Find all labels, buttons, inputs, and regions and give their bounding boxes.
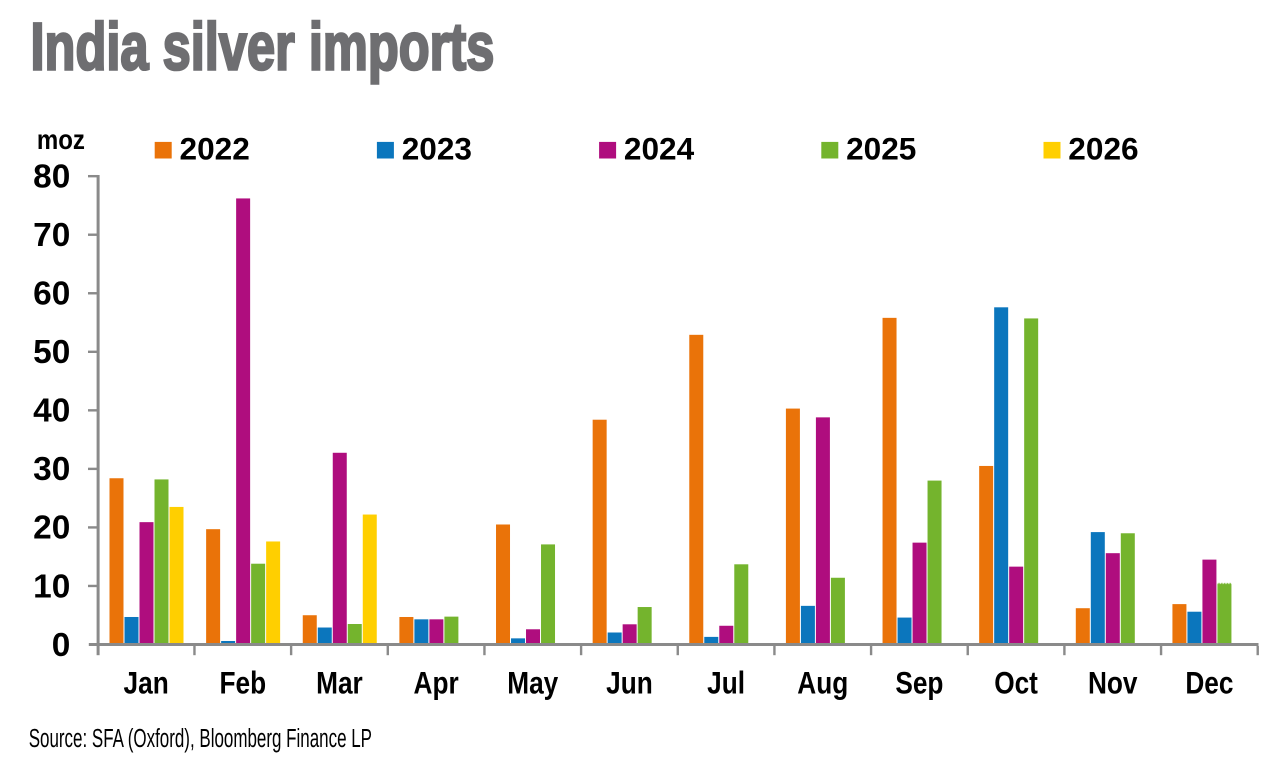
svg-text:60: 60: [33, 276, 70, 313]
svg-text:Jan: Jan: [124, 666, 169, 701]
svg-text:Dec: Dec: [1185, 666, 1233, 701]
svg-text:India silver imports: India silver imports: [30, 9, 494, 85]
svg-text:30: 30: [33, 451, 70, 488]
svg-text:Aug: Aug: [797, 666, 848, 701]
svg-text:2023: 2023: [402, 131, 472, 167]
svg-text:Oct: Oct: [994, 666, 1038, 701]
svg-text:70: 70: [33, 217, 70, 254]
svg-text:Apr: Apr: [414, 666, 459, 701]
svg-text:20: 20: [33, 510, 70, 547]
svg-text:40: 40: [33, 393, 70, 430]
svg-text:Jun: Jun: [606, 666, 653, 701]
svg-text:Jul: Jul: [707, 666, 745, 701]
svg-text:moz: moz: [37, 126, 85, 156]
svg-text:Source: SFA (Oxford), Bloomber: Source: SFA (Oxford), Bloomberg Finance …: [29, 723, 372, 753]
svg-text:2024: 2024: [624, 131, 695, 167]
svg-text:0: 0: [52, 627, 71, 664]
svg-text:50: 50: [33, 334, 70, 371]
svg-text:May: May: [507, 666, 558, 701]
svg-text:Sep: Sep: [895, 666, 943, 701]
svg-text:Nov: Nov: [1088, 666, 1138, 701]
svg-text:Feb: Feb: [219, 666, 266, 701]
svg-text:2022: 2022: [180, 131, 250, 167]
svg-text:80: 80: [33, 158, 70, 195]
svg-text:2026: 2026: [1068, 131, 1138, 167]
svg-text:2025: 2025: [846, 131, 916, 167]
svg-text:10: 10: [33, 568, 70, 605]
svg-text:Mar: Mar: [316, 666, 363, 701]
